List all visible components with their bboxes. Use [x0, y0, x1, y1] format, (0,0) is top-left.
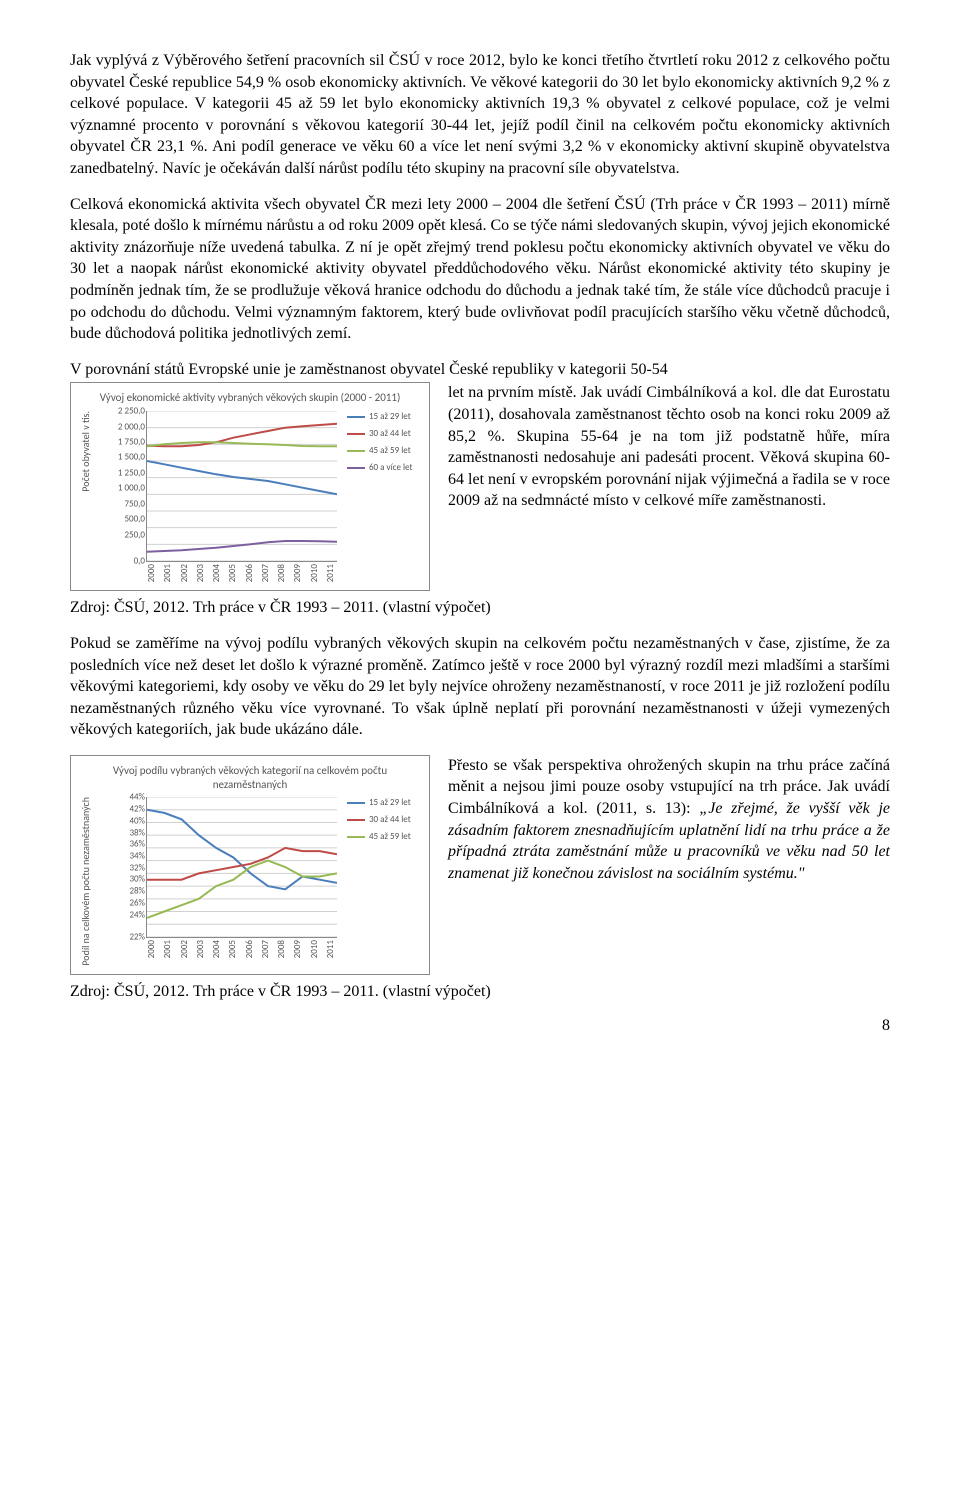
legend-swatch: [347, 836, 365, 838]
legend-label: 45 až 59 let: [369, 445, 411, 456]
paragraph-4: Pokud se zaměříme na vývoj podílu vybran…: [70, 633, 890, 741]
chart-title: Vývoj ekonomické aktivity vybraných věko…: [79, 391, 421, 405]
legend-swatch: [347, 802, 365, 804]
ytick-label: 30%: [97, 874, 145, 885]
ytick-label: 22%: [97, 932, 145, 943]
legend-swatch: [347, 416, 365, 418]
chart2: Vývoj podílu vybraných věkových kategori…: [70, 755, 430, 975]
ytick-label: 1 750,0: [97, 436, 145, 447]
chart-ylabel: Podíl na celkovém počtu nezaměstnaných: [79, 797, 92, 966]
ytick-label: 500,0: [97, 514, 145, 525]
legend-item: 15 až 29 let: [347, 411, 412, 422]
xtick-label: 2003: [195, 564, 206, 582]
ytick-label: 2 250,0: [97, 406, 145, 417]
ytick-label: 42%: [97, 804, 145, 815]
legend-swatch: [347, 819, 365, 821]
xtick-label: 2006: [244, 564, 255, 582]
legend-label: 45 až 59 let: [369, 831, 411, 842]
xtick-label: 2007: [260, 564, 271, 582]
paragraph-3-side: let na prvním místě. Jak uvádí Cimbálník…: [448, 382, 890, 512]
xtick-label: 2011: [325, 564, 336, 582]
paragraph-5-side: Přesto se však perspektiva ohrožených sk…: [448, 755, 890, 885]
ytick-label: 40%: [97, 815, 145, 826]
series-60-a-více-let: [147, 541, 337, 552]
series-30-až-44-let: [147, 848, 337, 880]
chart1-row: Vývoj ekonomické aktivity vybraných věko…: [70, 382, 890, 591]
chart-plot: 44%42%40%38%36%34%32%30%28%26%24%22%: [146, 797, 337, 938]
series-45-až-59-let: [147, 861, 337, 918]
ytick-label: 24%: [97, 909, 145, 920]
xtick-label: 2005: [227, 940, 238, 958]
xtick-label: 2011: [325, 940, 336, 958]
xtick-label: 2006: [244, 940, 255, 958]
legend-item: 15 až 29 let: [347, 797, 411, 808]
ytick-label: 750,0: [97, 498, 145, 509]
xtick-label: 2000: [146, 940, 157, 958]
chart-legend: 15 až 29 let 30 až 44 let 45 až 59 let 60 a…: [347, 411, 412, 473]
xtick-label: 2008: [276, 940, 287, 958]
ytick-label: 250,0: [97, 529, 145, 540]
ytick-label: 32%: [97, 862, 145, 873]
xtick-label: 2002: [179, 564, 190, 582]
paragraph-2: Celková ekonomická aktivita všech obyvat…: [70, 194, 890, 345]
xtick-label: 2009: [292, 564, 303, 582]
paragraph-1: Jak vyplývá z Výběrového šetření pracovn…: [70, 50, 890, 180]
source-1: Zdroj: ČSÚ, 2012. Trh práce v ČR 1993 – …: [70, 597, 890, 619]
legend-item: 45 až 59 let: [347, 831, 411, 842]
ytick-label: 28%: [97, 886, 145, 897]
chart-plot: 2 250,02 000,01 750,01 500,01 250,01 000…: [146, 411, 337, 562]
chart-legend: 15 až 29 let 30 až 44 let 45 až 59 let: [347, 797, 411, 842]
xtick-label: 2001: [162, 940, 173, 958]
chart-title: Vývoj podílu vybraných věkových kategori…: [79, 764, 421, 792]
ytick-label: 36%: [97, 839, 145, 850]
xtick-label: 2005: [227, 564, 238, 582]
xtick-label: 2008: [276, 564, 287, 582]
xtick-label: 2004: [211, 564, 222, 582]
chart2-row: Vývoj podílu vybraných věkových kategori…: [70, 755, 890, 975]
xtick-label: 2003: [195, 940, 206, 958]
xtick-label: 2004: [211, 940, 222, 958]
legend-label: 15 až 29 let: [369, 411, 411, 422]
xtick-label: 2001: [162, 564, 173, 582]
legend-label: 60 a více let: [369, 462, 412, 473]
ytick-label: 26%: [97, 897, 145, 908]
legend-swatch: [347, 433, 365, 435]
xtick-label: 2010: [309, 940, 320, 958]
legend-swatch: [347, 467, 365, 469]
ytick-label: 38%: [97, 827, 145, 838]
xtick-label: 2007: [260, 940, 271, 958]
legend-item: 30 až 44 let: [347, 814, 411, 825]
xtick-label: 2009: [292, 940, 303, 958]
page-number: 8: [70, 1017, 890, 1035]
ytick-label: 1 500,0: [97, 452, 145, 463]
xtick-label: 2000: [146, 564, 157, 582]
legend-label: 15 až 29 let: [369, 797, 411, 808]
ytick-label: 0,0: [97, 556, 145, 567]
ytick-label: 44%: [97, 792, 145, 803]
legend-label: 30 až 44 let: [369, 428, 411, 439]
chart1: Vývoj ekonomické aktivity vybraných věko…: [70, 382, 430, 591]
xtick-label: 2010: [309, 564, 320, 582]
legend-item: 60 a více let: [347, 462, 412, 473]
xtick-label: 2002: [179, 940, 190, 958]
legend-item: 45 až 59 let: [347, 445, 412, 456]
source-2: Zdroj: ČSÚ, 2012. Trh práce v ČR 1993 – …: [70, 981, 890, 1003]
legend-label: 30 až 44 let: [369, 814, 411, 825]
page: Jak vyplývá z Výběrového šetření pracovn…: [0, 0, 960, 1065]
ytick-label: 34%: [97, 850, 145, 861]
ytick-label: 1 000,0: [97, 483, 145, 494]
ytick-label: 1 250,0: [97, 467, 145, 478]
paragraph-3-lead: V porovnání států Evropské unie je zaměs…: [70, 359, 890, 381]
legend-item: 30 až 44 let: [347, 428, 412, 439]
chart-ylabel: Počet obyvatel v tis.: [79, 411, 92, 492]
ytick-label: 2 000,0: [97, 421, 145, 432]
legend-swatch: [347, 450, 365, 452]
